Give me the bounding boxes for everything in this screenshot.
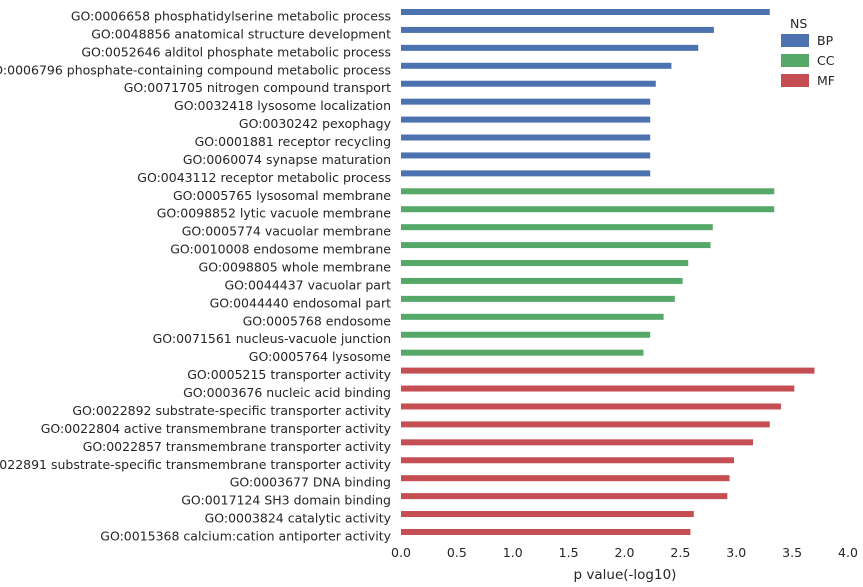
x-tick-label: 2.0 xyxy=(615,545,635,560)
bar-mf xyxy=(401,367,815,374)
category-label: GO:0010008 endosome membrane xyxy=(170,242,391,257)
bar-mf xyxy=(401,475,730,482)
category-label: GO:0001881 receptor recycling xyxy=(195,134,391,149)
bar-mf xyxy=(401,403,781,410)
x-tick-label: 0.0 xyxy=(391,545,411,560)
category-label: GO:0022891 substrate-specific transmembr… xyxy=(0,457,392,472)
bar-mf xyxy=(401,385,795,392)
bar-bp xyxy=(401,170,651,177)
category-label: GO:0048856 anatomical structure developm… xyxy=(91,26,391,41)
bar-cc xyxy=(401,295,675,302)
category-label: GO:0052646 alditol phosphate metabolic p… xyxy=(81,44,391,59)
bar-cc xyxy=(401,206,775,213)
bar-mf xyxy=(401,528,691,535)
category-label: GO:0005768 endosome xyxy=(243,313,392,328)
category-label: GO:0060074 synapse maturation xyxy=(183,152,391,167)
bar-bp xyxy=(401,134,651,141)
bar-cc xyxy=(401,331,651,338)
bar-mf xyxy=(401,439,754,446)
category-label: GO:0022857 transmembrane transporter act… xyxy=(83,439,392,454)
bar-cc xyxy=(401,260,689,267)
category-label: GO:0003824 catalytic activity xyxy=(205,511,392,526)
bar-mf xyxy=(401,511,694,518)
category-label: GO:0006658 phosphatidylserine metabolic … xyxy=(71,9,391,24)
category-label: GO:0022892 substrate-specific transporte… xyxy=(72,403,391,418)
category-label: GO:0003676 nucleic acid binding xyxy=(183,385,391,400)
legend: NS BP CC MF xyxy=(781,16,835,88)
category-label: GO:0098852 lytic vacuole membrane xyxy=(157,206,392,221)
category-label: GO:0005215 transporter activity xyxy=(187,367,391,382)
bar-bp xyxy=(401,26,714,33)
x-tick-label: 4.0 xyxy=(838,545,858,560)
category-label: GO:0017124 SH3 domain binding xyxy=(181,493,391,508)
bar-bp xyxy=(401,62,672,69)
category-label: GO:0098805 whole membrane xyxy=(199,260,392,275)
legend-label-mf: MF xyxy=(817,73,835,88)
bar-cc xyxy=(401,224,713,231)
x-tick-label: 3.5 xyxy=(782,545,802,560)
legend-title: NS xyxy=(790,16,807,31)
x-tick-label: 1.5 xyxy=(559,545,579,560)
bar-mf xyxy=(401,493,728,500)
bar-bp xyxy=(401,152,651,159)
bar-bp xyxy=(401,9,770,15)
category-label: GO:0003677 DNA binding xyxy=(230,475,391,490)
bar-mf xyxy=(401,421,770,428)
bar-cc xyxy=(401,313,664,320)
category-label: GO:0005764 lysosome xyxy=(249,349,392,364)
category-label: GO:0044437 vacuolar part xyxy=(224,277,391,292)
bar-cc xyxy=(401,349,644,356)
bar-mf xyxy=(401,457,735,464)
bar-bp xyxy=(401,98,651,105)
legend-swatch-bp xyxy=(781,34,809,47)
category-label: GO:0032418 lysosome localization xyxy=(174,98,391,113)
category-label: GO:0022804 active transmembrane transpor… xyxy=(41,421,392,436)
bar-cc xyxy=(401,242,711,249)
legend-swatch-mf xyxy=(781,74,809,87)
category-label: GO:0071705 nitrogen compound transport xyxy=(124,80,391,95)
bar-cc xyxy=(401,188,775,195)
category-label: GO:0071561 nucleus-vacuole junction xyxy=(153,331,391,346)
bar-bp xyxy=(401,80,656,87)
x-tick-labels-group: 0.0 0.5 1.0 1.5 2.0 2.5 3.0 3.5 4.0 xyxy=(391,545,858,560)
category-label: GO:0015368 calcium:cation antiporter act… xyxy=(100,528,391,543)
legend-label-cc: CC xyxy=(817,53,835,68)
category-label: GO:0043112 receptor metabolic process xyxy=(137,170,391,185)
bars-group xyxy=(401,9,815,535)
x-tick-label: 2.5 xyxy=(670,545,690,560)
bar-bp xyxy=(401,44,699,51)
category-label: GO:0030242 pexophagy xyxy=(239,116,392,131)
x-tick-label: 3.0 xyxy=(726,545,746,560)
legend-label-bp: BP xyxy=(817,33,834,48)
category-label: GO:0005774 vacuolar membrane xyxy=(182,224,392,239)
category-label: GO:0005765 lysosomal membrane xyxy=(173,188,391,203)
category-label: GO:0044440 endosomal part xyxy=(210,295,392,310)
category-labels-group: GO:0006658 phosphatidylserine metabolic … xyxy=(0,9,392,544)
x-tick-label: 1.0 xyxy=(503,545,523,560)
category-label: GO:0006796 phosphate-containing compound… xyxy=(0,62,391,77)
x-axis-label: p value(-log10) xyxy=(574,567,677,583)
bar-cc xyxy=(401,277,683,284)
bar-bp xyxy=(401,116,651,123)
x-tick-label: 0.5 xyxy=(447,545,467,560)
legend-swatch-cc xyxy=(781,54,809,67)
